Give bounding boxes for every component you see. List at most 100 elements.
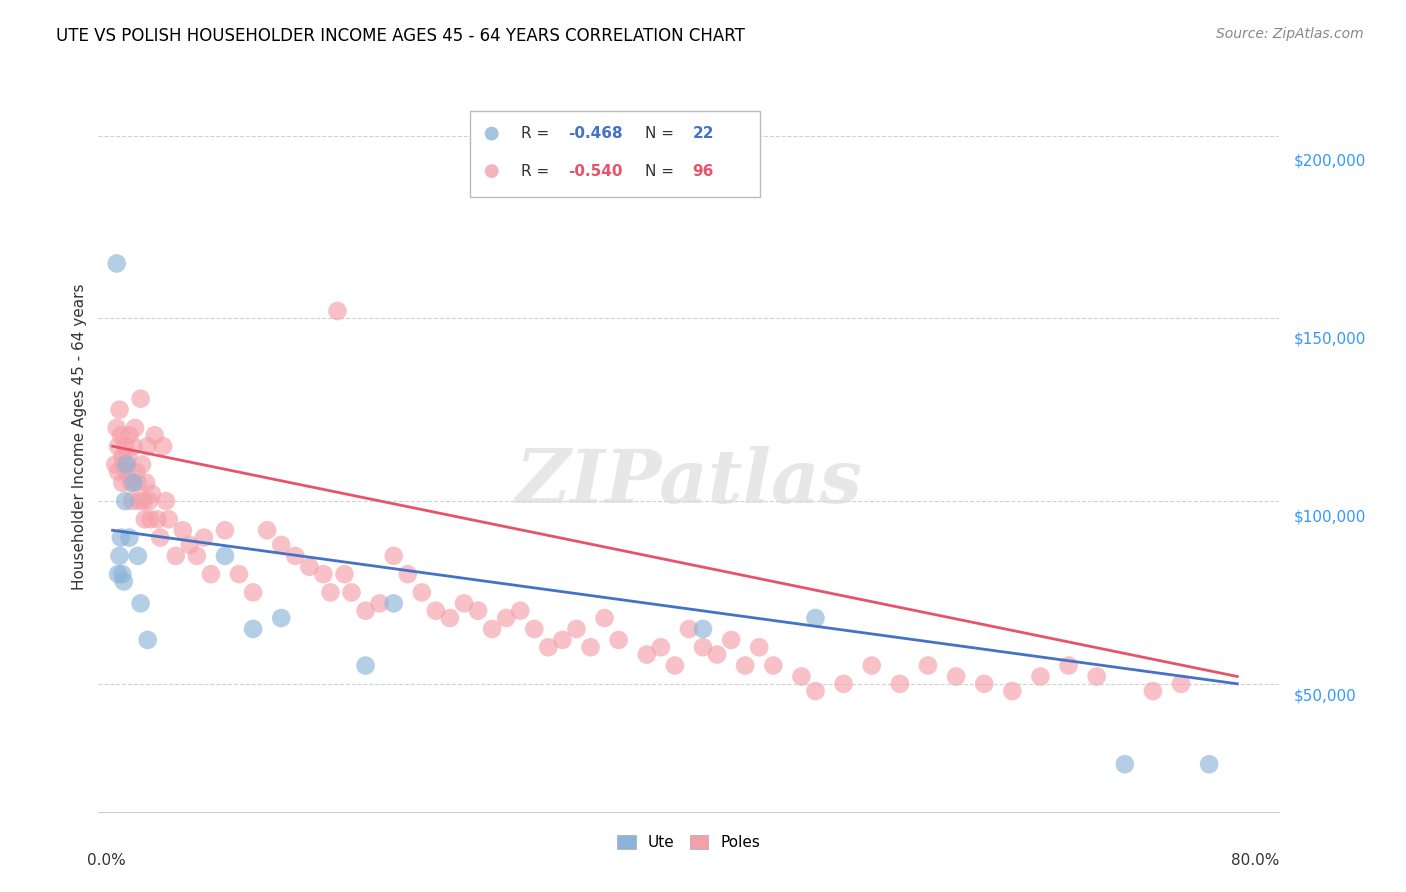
Point — [143, 428, 166, 442]
Point — [569, 859, 592, 873]
Text: $100,000: $100,000 — [1294, 510, 1365, 524]
Point — [108, 402, 131, 417]
Point — [579, 640, 602, 655]
Point — [172, 523, 194, 537]
Point — [131, 458, 153, 472]
Point — [117, 450, 139, 465]
Point — [354, 658, 377, 673]
Point — [1029, 669, 1052, 683]
Point — [186, 549, 208, 563]
Point — [242, 622, 264, 636]
Point — [136, 439, 159, 453]
Point — [382, 596, 405, 610]
Point — [832, 677, 855, 691]
Point — [495, 611, 517, 625]
Text: ZIPatlas: ZIPatlas — [516, 446, 862, 518]
Point — [917, 658, 939, 673]
Point — [214, 549, 236, 563]
Point — [125, 465, 148, 479]
Point — [214, 523, 236, 537]
Point — [242, 585, 264, 599]
Text: -0.468: -0.468 — [568, 126, 623, 141]
Point — [111, 567, 134, 582]
Point — [111, 475, 134, 490]
Y-axis label: Householder Income Ages 45 - 64 years: Householder Income Ages 45 - 64 years — [72, 284, 87, 591]
Point — [108, 549, 131, 563]
Point — [312, 567, 335, 582]
Point — [122, 439, 145, 453]
Point — [804, 684, 827, 698]
Point — [678, 622, 700, 636]
Point — [118, 428, 141, 442]
Point — [111, 450, 134, 465]
Point — [149, 531, 172, 545]
Point — [945, 669, 967, 683]
Point — [664, 658, 686, 673]
Point — [706, 648, 728, 662]
Text: -0.540: -0.540 — [568, 163, 623, 178]
Point — [105, 421, 128, 435]
Text: Source: ZipAtlas.com: Source: ZipAtlas.com — [1216, 27, 1364, 41]
Point — [1198, 757, 1220, 772]
Point — [565, 622, 588, 636]
Point — [146, 512, 169, 526]
Point — [110, 428, 132, 442]
Point — [509, 604, 531, 618]
Point — [551, 632, 574, 647]
Point — [354, 604, 377, 618]
Point — [107, 439, 129, 453]
Point — [467, 604, 489, 618]
Point — [368, 596, 391, 610]
Point — [128, 494, 150, 508]
Text: 22: 22 — [693, 126, 714, 141]
Point — [537, 640, 560, 655]
Text: $50,000: $50,000 — [1294, 689, 1357, 703]
Point — [107, 465, 129, 479]
Point — [115, 458, 138, 472]
Text: 96: 96 — [693, 163, 714, 178]
Point — [138, 494, 160, 508]
Point — [650, 640, 672, 655]
Point — [790, 669, 813, 683]
Point — [439, 611, 461, 625]
Point — [1057, 658, 1080, 673]
Point — [523, 622, 546, 636]
Text: UTE VS POLISH HOUSEHOLDER INCOME AGES 45 - 64 YEARS CORRELATION CHART: UTE VS POLISH HOUSEHOLDER INCOME AGES 45… — [56, 27, 745, 45]
Point — [270, 538, 292, 552]
Text: $150,000: $150,000 — [1294, 332, 1365, 346]
Point — [134, 512, 156, 526]
Point — [141, 487, 163, 501]
Point — [481, 622, 503, 636]
Point — [396, 567, 419, 582]
Point — [284, 549, 307, 563]
Point — [425, 604, 447, 618]
Point — [734, 658, 756, 673]
Point — [340, 585, 363, 599]
Point — [114, 494, 136, 508]
Point — [114, 439, 136, 453]
Point — [256, 523, 278, 537]
Text: 0.0%: 0.0% — [87, 853, 125, 868]
Point — [124, 421, 146, 435]
Point — [118, 531, 141, 545]
Point — [127, 549, 149, 563]
Point — [411, 585, 433, 599]
Point — [1142, 684, 1164, 698]
Point — [193, 531, 215, 545]
Point — [607, 632, 630, 647]
Point — [973, 677, 995, 691]
Text: 80.0%: 80.0% — [1232, 853, 1279, 868]
Point — [104, 458, 127, 472]
Point — [155, 494, 177, 508]
Point — [1114, 757, 1136, 772]
Point — [319, 585, 342, 599]
Point — [326, 304, 349, 318]
Point — [748, 640, 770, 655]
Point — [860, 658, 883, 673]
Point — [165, 549, 187, 563]
Point — [569, 859, 592, 873]
Text: N =: N = — [645, 163, 679, 178]
Point — [382, 549, 405, 563]
Point — [157, 512, 180, 526]
Point — [270, 611, 292, 625]
